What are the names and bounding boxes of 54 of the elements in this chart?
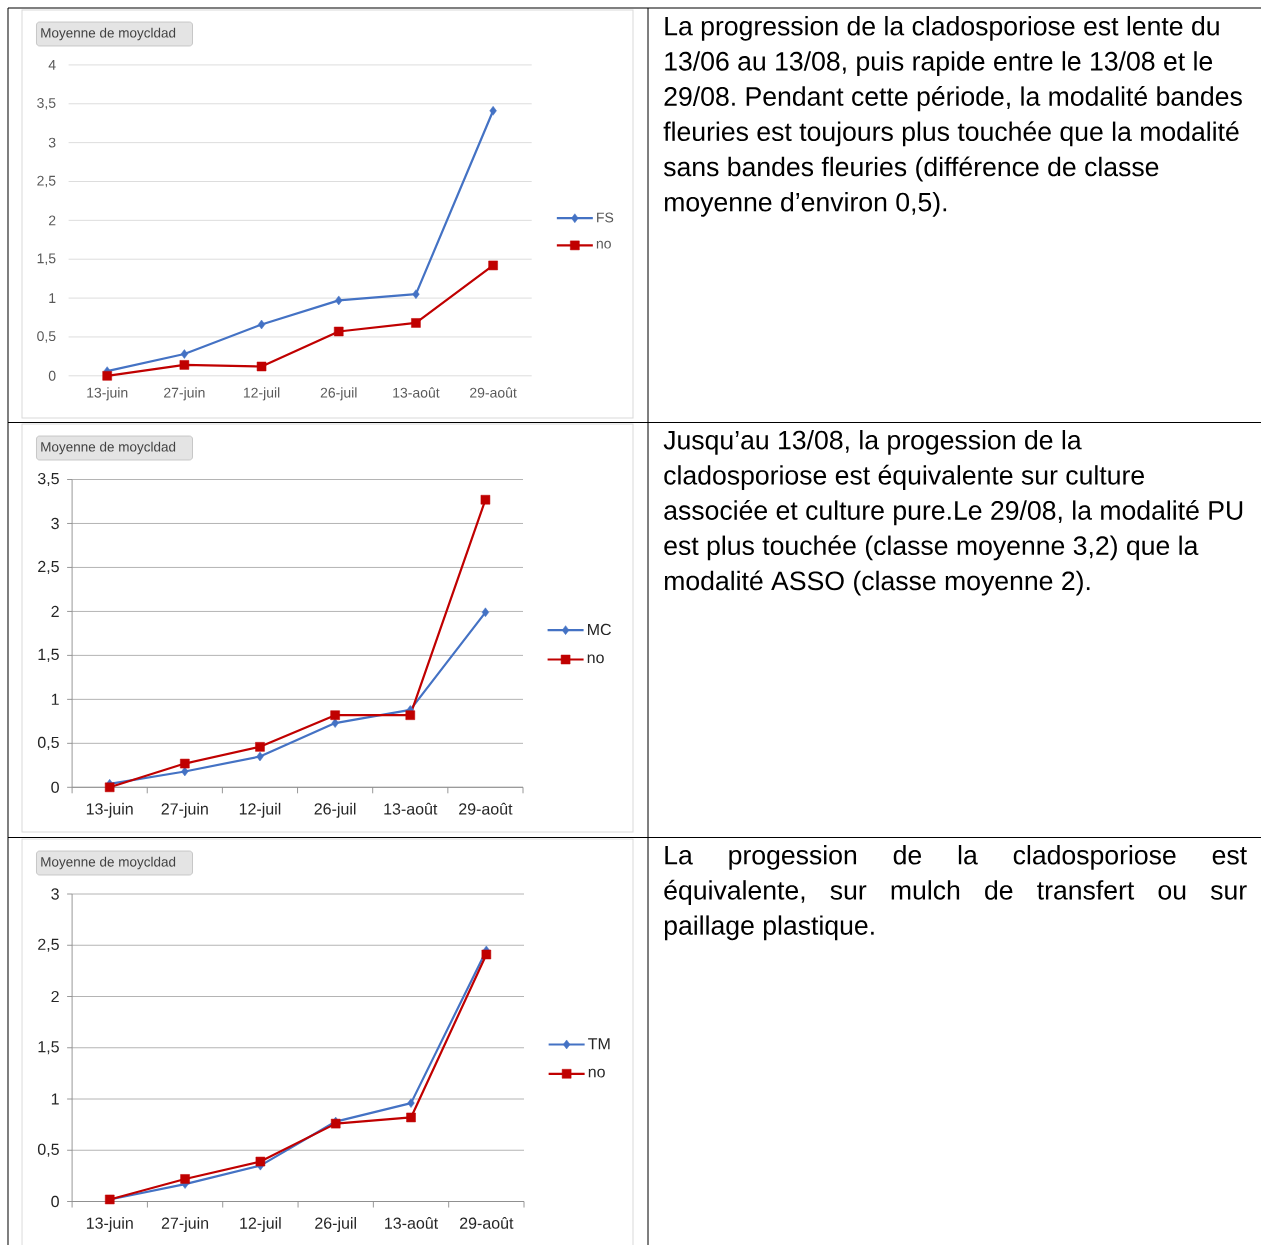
legend-label: MC (588, 623, 611, 636)
x-tick-label: 13-juin (87, 387, 128, 401)
legend-label: no (596, 240, 611, 249)
y-tick-label: 2,5 (37, 175, 56, 188)
y-tick-label: 2,5 (38, 938, 59, 952)
y-tick-label: 0 (51, 781, 59, 793)
legend-label: TM (588, 1038, 610, 1050)
y-tick-label: 0 (48, 370, 56, 381)
text: La progression de la cladosporiose est lente du 13/06 au 13/08, puis rapide entre le 13/08 et le 29/08. Pendant cette période, la modalité bandes fleuries est toujours plus touchée que la modalité sans bandes fleuries (différence de classe moyenne d’environ 0,5). (663, 15, 1242, 217)
y-tick-label: 1 (51, 1093, 59, 1105)
x-tick-label: 26-juil (314, 802, 356, 818)
x-tick-label: 13-août (393, 387, 440, 398)
y-tick-label: 2 (48, 215, 56, 226)
y-tick-label: 2 (51, 605, 59, 618)
x-tick-label: 29-août (460, 1217, 514, 1229)
x-tick-label: 12-juil (243, 387, 280, 401)
y-tick-label: 3,5 (37, 472, 59, 487)
y-tick-label: 3 (51, 888, 59, 900)
y-tick-label: 3 (48, 137, 56, 148)
x-tick-label: 26-juil (315, 1217, 356, 1232)
y-tick-label: 1,5 (38, 648, 59, 662)
y-tick-label: 2 (51, 990, 59, 1003)
x-tick-label: 29-août (459, 802, 513, 815)
legend-label: no (587, 654, 604, 664)
chart-title: Moyenne de moycldad (41, 441, 176, 455)
x-tick-label: 27-juin (164, 387, 205, 401)
x-tick-label: 13-juin (86, 1217, 133, 1232)
x-tick-label: 13-août (384, 802, 438, 815)
x-tick-label: 27-juin (161, 1217, 209, 1232)
x-tick-label: 29-août (470, 387, 517, 398)
y-tick-label: 0,5 (37, 736, 59, 750)
y-tick-label: 3 (51, 517, 59, 530)
y-tick-label: 1 (51, 693, 59, 705)
y-tick-label: 0,5 (37, 331, 56, 343)
x-tick-label: 13-août (385, 1217, 439, 1229)
chart-title: Moyenne de moycldad (41, 27, 176, 41)
y-tick-label: 0 (51, 1195, 59, 1208)
x-tick-label: 27-juin (161, 802, 208, 818)
y-tick-label: 1 (49, 293, 56, 303)
legend-label: FS (597, 212, 614, 223)
y-tick-label: 2,5 (38, 560, 59, 575)
x-tick-label: 13-juin (86, 802, 133, 818)
chart-title: Moyenne de moycldad (41, 856, 176, 870)
text: Jusqu’au 13/08, la progession de la cladosporiose est équivalente sur culture associée et culture pure.Le 29/08, la modalité PU est plus touchée (classe moyenne 3,2) que la modalité ASSO (classe moyenne 2). (663, 429, 1243, 596)
x-tick-label: 12-juil (239, 802, 281, 818)
x-tick-label: 26-juil (320, 387, 357, 401)
y-tick-label: 1,5 (38, 1041, 59, 1055)
y-tick-label: 1,5 (37, 253, 56, 265)
y-tick-label: 4 (48, 60, 56, 70)
y-tick-label: 0,5 (37, 1143, 59, 1157)
legend-label: no (588, 1068, 605, 1078)
y-tick-label: 3,5 (37, 97, 56, 110)
text: La progession de la cladosporiose est équivalente, sur mulch de transfert ou sur paillage plastique. (664, 844, 1247, 941)
x-tick-label: 12-juil (240, 1217, 281, 1232)
